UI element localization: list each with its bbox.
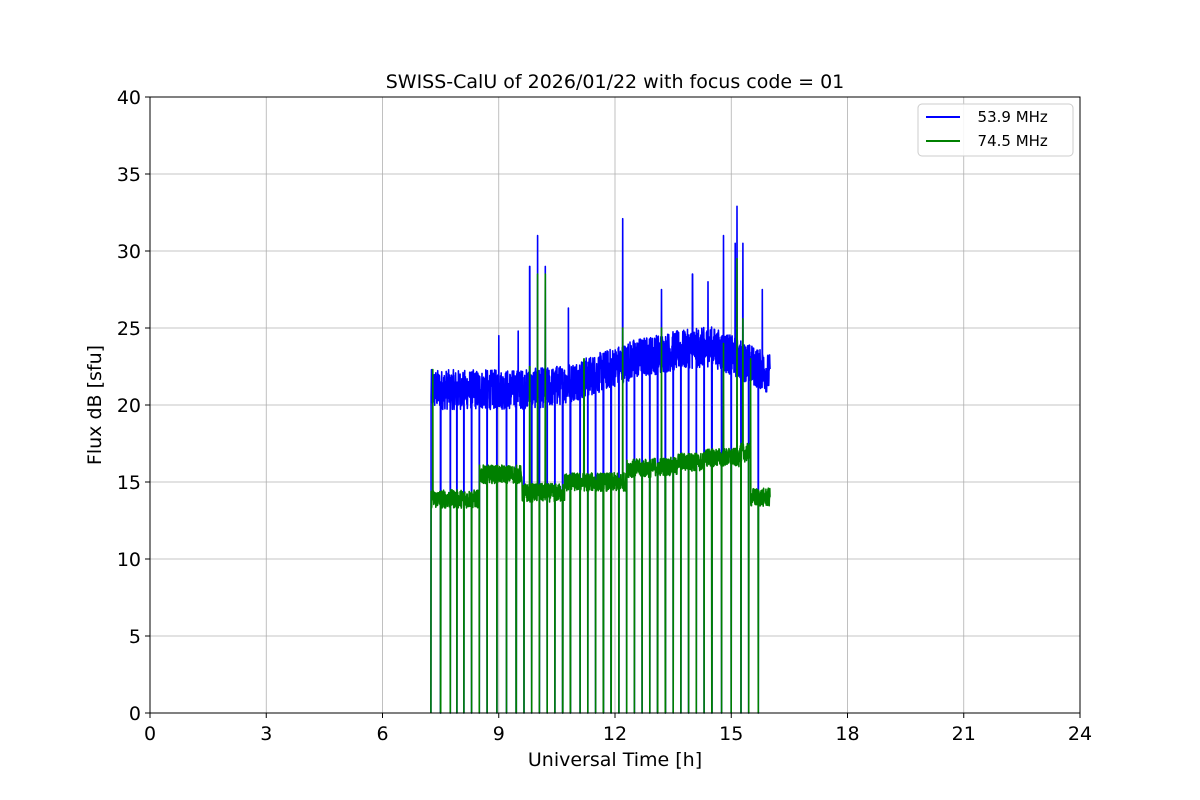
legend-label-74-5: 74.5 MHz <box>968 132 1048 150</box>
series-line-74-5-mhz <box>430 257 771 714</box>
chart-title: SWISS-CalU of 2026/01/22 with focus code… <box>386 71 845 93</box>
y-tick-label: 10 <box>117 549 141 571</box>
x-tick-label: 6 <box>376 723 388 745</box>
x-tick-label: 0 <box>144 723 156 745</box>
ticks: 0 3 6 9 12 15 18 21 24 0 5 10 15 20 25 30 35 40 <box>117 87 1092 745</box>
x-tick-label: 3 <box>260 723 272 745</box>
x-tick-label: 21 <box>952 723 976 745</box>
y-tick-label: 0 <box>129 703 141 725</box>
y-tick-label: 20 <box>117 395 141 417</box>
y-axis-label: Flux dB [sfu] <box>84 345 106 465</box>
x-tick-label: 18 <box>835 723 859 745</box>
x-tick-label: 24 <box>1068 723 1092 745</box>
x-axis-label: Universal Time [h] <box>528 749 702 771</box>
y-tick-label: 35 <box>117 164 141 186</box>
x-tick-label: 9 <box>493 723 505 745</box>
y-tick-label: 30 <box>117 241 141 263</box>
x-tick-label: 12 <box>603 723 627 745</box>
x-tick-label: 15 <box>719 723 743 745</box>
series-line-53-9-mhz <box>430 205 771 714</box>
y-tick-label: 15 <box>117 472 141 494</box>
y-tick-label: 25 <box>117 318 141 340</box>
y-tick-label: 5 <box>129 626 141 648</box>
y-tick-label: 40 <box>117 87 141 109</box>
legend-label-53-9: 53.9 MHz <box>968 108 1048 126</box>
legend: 53.9 MHz 74.5 MHz <box>917 103 1074 157</box>
series-group <box>430 205 771 714</box>
